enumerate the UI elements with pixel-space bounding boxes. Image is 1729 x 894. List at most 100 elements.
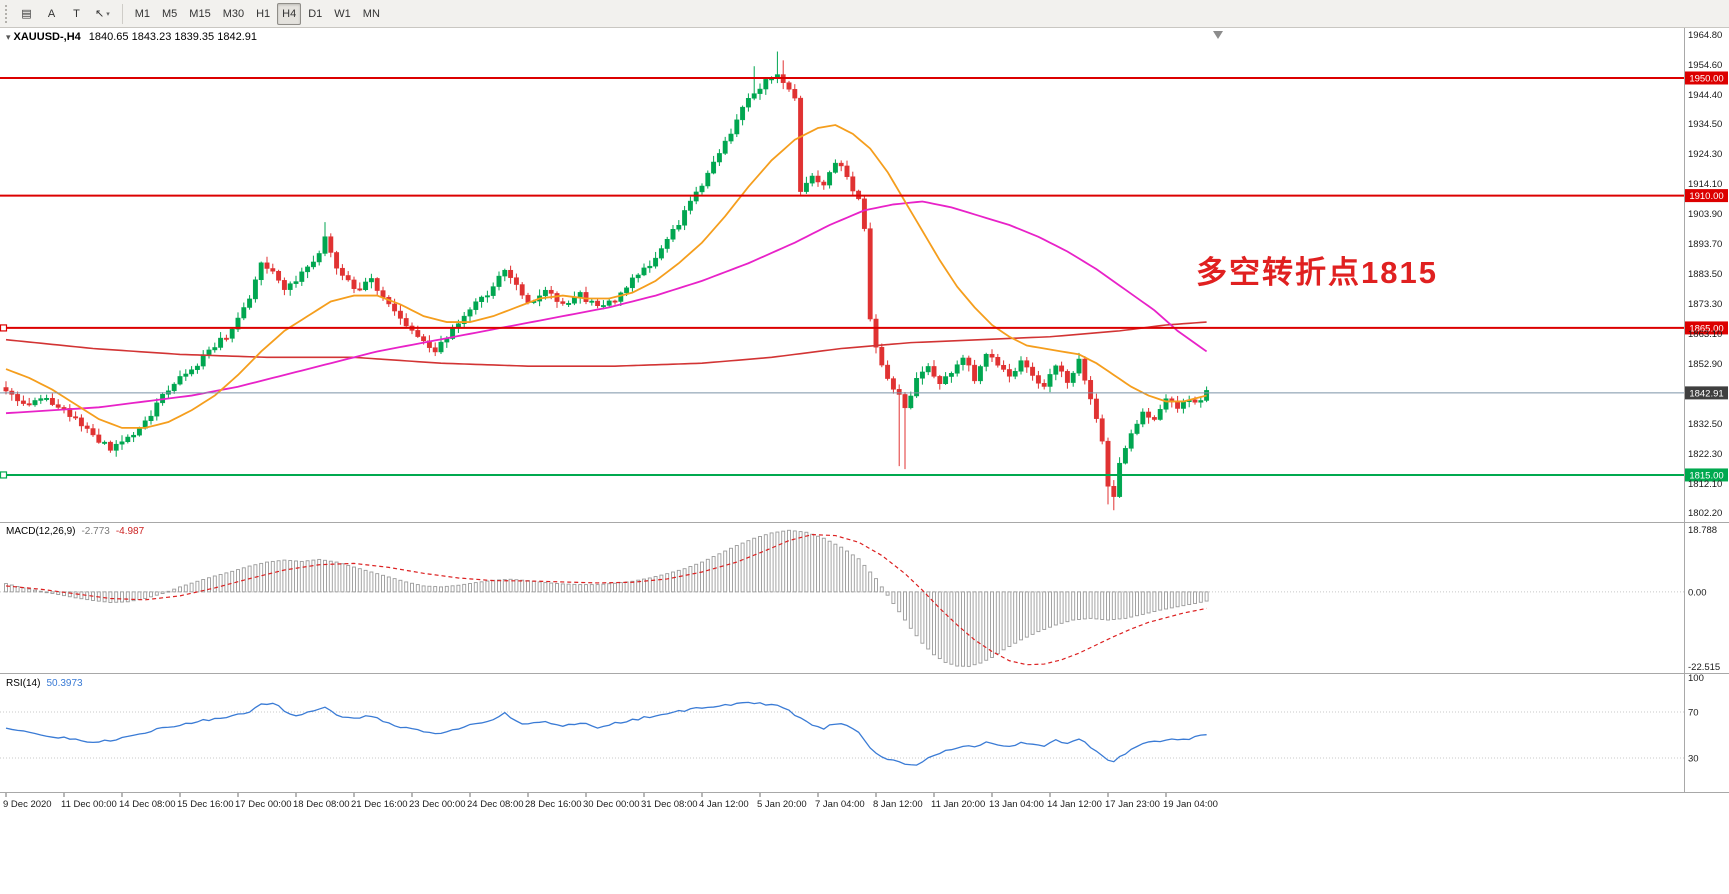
price-axis-label: 1812.10 (1688, 479, 1722, 490)
price-level-badge (1685, 321, 1728, 335)
timeframe-button-group: M1 M5 M15 M30 H1 H4 D1 W1 MN (129, 2, 386, 25)
timeframe-button-M1[interactable]: M1 (134, 7, 151, 20)
price-level-badge-text: 1950.00 (1689, 73, 1723, 84)
price-axis-label: 1903.90 (1688, 209, 1722, 220)
ohlc-values: 1840.65 1843.23 1839.35 1842.91 (88, 31, 257, 43)
timeframe-button-D1[interactable]: D1 (308, 7, 323, 20)
rsi-name: RSI(14) (6, 678, 41, 689)
price-axis-label: 1832.50 (1688, 419, 1722, 430)
price-axis-label: 1954.60 (1688, 60, 1722, 71)
price-level-badge-text: 1865.00 (1689, 323, 1723, 334)
timeframe-button-W1[interactable]: W1 (334, 7, 351, 20)
hline-1910.00[interactable]: 1910.00 (0, 189, 1728, 203)
time-axis-label: 7 Jan 04:00 (815, 799, 865, 810)
timeframe-button-MN[interactable]: MN (362, 7, 380, 20)
hline-handle[interactable] (0, 471, 8, 479)
timeframe-button-M5[interactable]: M5 (162, 7, 178, 20)
dropdown-arrow-icon: ▾ (106, 10, 110, 18)
price-level-badge (1685, 468, 1728, 482)
macd-indicator-label: MACD(12,26,9) -2.773 -4.987 (6, 526, 144, 537)
timeframe-button-M30[interactable]: M30 (222, 7, 245, 20)
price-axis-label: 1883.50 (1688, 269, 1722, 280)
time-axis-label: 30 Dec 00:00 (583, 799, 640, 810)
text-annotation[interactable]: 多空转折点1815 (1196, 255, 1438, 290)
timeframe-button-H1[interactable]: H1 (256, 7, 271, 20)
svg-text:1842.91: 1842.91 (1689, 388, 1723, 399)
chart-shift-marker[interactable] (1213, 31, 1223, 39)
time-axis-label: 18 Dec 08:00 (293, 799, 350, 810)
rsi-value: 50.3973 (46, 678, 83, 689)
macd-value: -2.773 (81, 526, 110, 537)
macd-signal-value: -4.987 (115, 526, 145, 537)
time-axis-label: 11 Jan 20:00 (931, 799, 985, 810)
price-level-badge (1685, 189, 1728, 203)
rsi-axis-label: 100 (1688, 673, 1704, 684)
current-price-line: 1842.91 (0, 386, 1728, 400)
charts-grid-button[interactable]: ▤ (21, 8, 32, 20)
rsi-indicator-label: RSI(14) 50.3973 (6, 678, 83, 689)
time-axis-label: 9 Dec 2020 (3, 799, 52, 810)
price-level-badge-text: 1815.00 (1689, 470, 1723, 481)
tool-button-group: ▤ A T ↖ ▾ (14, 3, 116, 25)
time-axis-label: 4 Jan 12:00 (699, 799, 749, 810)
toolbar-separator (121, 3, 123, 24)
price-level-badge-text: 1910.00 (1689, 191, 1723, 202)
macd-axis-label: -22.515 (1688, 662, 1720, 673)
price-axis-label: 1944.40 (1688, 90, 1722, 101)
cursor-button[interactable]: ↖ ▾ (95, 8, 110, 20)
annotate-arrow-button[interactable]: A (47, 7, 56, 20)
rsi-line (5, 701, 1207, 766)
rsi-axis-label: 70 (1688, 707, 1699, 718)
price-axis-label: 1914.10 (1688, 179, 1722, 190)
time-axis-label: 23 Dec 00:00 (409, 799, 466, 810)
toolbar-grip[interactable] (5, 4, 9, 23)
time-scale[interactable] (0, 792, 1729, 814)
price-axis-label: 1863.10 (1688, 329, 1722, 340)
price-scale[interactable] (1684, 28, 1729, 792)
time-axis-label: 14 Dec 08:00 (119, 799, 176, 810)
rsi-axis-label: 30 (1688, 754, 1699, 765)
price-axis-label: 1822.30 (1688, 449, 1722, 460)
time-axis-label: 17 Dec 00:00 (235, 799, 292, 810)
time-axis-label: 15 Dec 16:00 (177, 799, 234, 810)
price-axis-labels: 1964.80 1954.60 1944.40 1934.50 1924.30 1914.… (1688, 30, 1722, 519)
text-label-button[interactable]: T (73, 7, 80, 20)
macd-plot-area[interactable] (0, 523, 1684, 673)
price-axis-label: 1893.70 (1688, 239, 1722, 250)
time-axis[interactable]: 9 Dec 2020 11 Dec 00:00 14 Dec 08:00 15 Dec… (3, 793, 1218, 810)
timeframe-button-M15[interactable]: M15 (189, 7, 211, 20)
time-axis-label: 14 Jan 12:00 (1047, 799, 1102, 810)
rsi-axis-labels: 100 70 30 (1688, 673, 1704, 765)
time-axis-label: 17 Jan 23:00 (1105, 799, 1160, 810)
time-axis-label: 28 Dec 16:00 (525, 799, 582, 810)
macd-name: MACD(12,26,9) (6, 526, 76, 537)
rsi-plot-area[interactable] (0, 674, 1684, 792)
time-axis-label: 5 Jan 20:00 (757, 799, 807, 810)
hline-1865.00[interactable]: 1865.00 (0, 321, 1728, 335)
symbol-period-label: XAUUSD-,H4 (13, 31, 81, 43)
price-axis-label: 1934.50 (1688, 119, 1722, 130)
hline-handle[interactable] (0, 324, 8, 332)
macd-axis-labels: 18.788 0.00 -22.515 (1688, 525, 1720, 673)
price-axis-label: 1924.30 (1688, 149, 1722, 160)
collapse-icon[interactable]: ▾ (6, 32, 11, 42)
time-axis-label: 19 Jan 04:00 (1163, 799, 1218, 810)
hline-1815.00[interactable]: 1815.00 (0, 468, 1728, 482)
current-price-badge (1685, 386, 1728, 400)
macd-histogram (4, 529, 1209, 667)
timeframe-button-H4[interactable]: H4 (277, 2, 302, 25)
ma-slow-line (5, 321, 1207, 367)
price-axis-label: 1852.90 (1688, 359, 1722, 370)
time-axis-label: 11 Dec 00:00 (61, 799, 117, 810)
macd-axis-label: 0.00 (1688, 587, 1707, 598)
macd-axis-label: 18.788 (1688, 525, 1717, 536)
time-axis-label: 8 Jan 12:00 (873, 799, 923, 810)
price-axis-label: 1802.20 (1688, 508, 1722, 519)
hline-1950.00[interactable]: 1950.00 (0, 71, 1728, 85)
price-axis-label: 1873.30 (1688, 299, 1722, 310)
time-axis-label: 31 Dec 08:00 (641, 799, 698, 810)
chart-title: ▾ XAUUSD-,H4 1840.65 1843.23 1839.35 1842.… (6, 31, 257, 43)
price-axis-label: 1964.80 (1688, 30, 1722, 41)
